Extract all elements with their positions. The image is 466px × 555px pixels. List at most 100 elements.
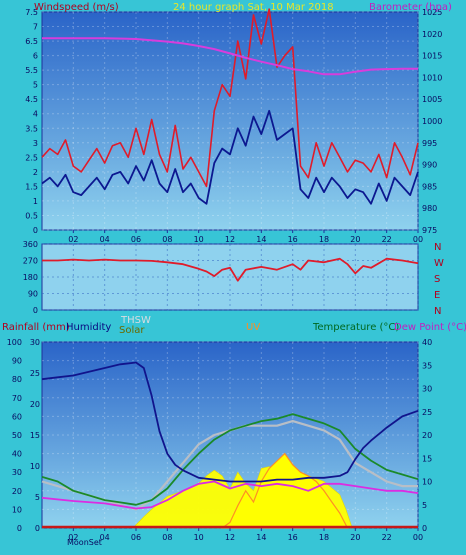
direction-label-w: W — [434, 258, 444, 269]
direction-y-tick-label: 360 — [23, 240, 38, 249]
climate-x-tick-label: 02 — [68, 533, 78, 542]
climate-x-tick-label: 06 — [131, 533, 141, 542]
moonset-label: MoonSet — [67, 538, 102, 547]
wind-plot-area — [41, 11, 419, 231]
series-thsw-line — [41, 420, 418, 511]
wind-x-tick-label: 16 — [288, 235, 298, 244]
humidity-y-tick-label: 100 — [7, 338, 22, 347]
wind-x-tick-label: 18 — [319, 235, 329, 244]
series-barometer-line — [42, 37, 418, 76]
humidity-y-tick-label: 70 — [12, 394, 22, 403]
wind-series — [41, 8, 419, 205]
wind-x-tick-label: 00 — [413, 235, 423, 244]
humidity-y-tick-label: 20 — [12, 487, 22, 496]
barometer-y-tick-label: 1010 — [422, 73, 442, 82]
temp-y-tick-label: 5 — [422, 501, 427, 510]
wind-y-tick-label: 0.5 — [25, 211, 38, 220]
barometer-y-tick-label: 995 — [422, 139, 437, 148]
uv-axis-label: UV — [246, 322, 260, 333]
solar-axis-label: Solar — [119, 325, 145, 336]
climate-series — [41, 361, 419, 529]
chart-title: 24 hour graph Sat, 10 Mar 2018 — [173, 2, 334, 13]
climate-solar-uv — [132, 452, 353, 529]
humidity-y-tick-label: 30 — [12, 468, 22, 477]
windspeed-axis-label: Windspeed (m/s) — [34, 2, 119, 13]
rain-y-tick-label: 25 — [30, 369, 40, 378]
climate-x-tick-label: 18 — [319, 533, 329, 542]
series-wind-avg-line — [41, 109, 419, 205]
temp-y-tick-label: 25 — [422, 408, 432, 417]
temp-y-tick-label: 15 — [422, 454, 432, 463]
wind-y-tick-label: 6.5 — [25, 37, 38, 46]
wind-y-tick-label: 4 — [33, 110, 38, 119]
climate-x-tick-label: 12 — [225, 533, 235, 542]
humidity-y-tick-label: 10 — [12, 505, 22, 514]
wind-y-tick-label: 1.5 — [25, 182, 38, 191]
direction-y-tick-label: 180 — [23, 273, 38, 282]
wind-y-tick-label: 5 — [33, 81, 38, 90]
direction-label-n-bottom: N — [434, 306, 441, 317]
wind-x-tick-label: 04 — [100, 235, 110, 244]
barometer-y-tick-label: 975 — [422, 226, 437, 235]
barometer-y-tick-label: 1005 — [422, 95, 442, 104]
rain-y-tick-label: 5 — [35, 493, 40, 502]
temp-y-tick-label: 30 — [422, 385, 432, 394]
temp-y-tick-label: 10 — [422, 478, 432, 487]
direction-ticks: 0 90 180 270 360 — [23, 240, 38, 315]
direction-label-s: S — [434, 274, 440, 285]
climate-x-tick-label: 16 — [288, 533, 298, 542]
temp-y-tick-label: 20 — [422, 431, 432, 440]
dewpoint-axis-label: Dew Point (°C) — [394, 322, 466, 333]
series-temperature-line — [41, 413, 419, 506]
wind-y-tick-label: 7 — [33, 23, 38, 32]
climate-x-tick-label: 08 — [162, 533, 172, 542]
wind-x-tick-label: 22 — [382, 235, 392, 244]
wind-ticks: 0 0.5 1 1.5 2 2.5 3 3.5 4 4.5 5 5.5 6 6.5 7 7.5 975 980 98… — [25, 8, 442, 244]
wind-y-tick-label: 2.5 — [25, 153, 38, 162]
wind-y-tick-label: 0 — [33, 226, 38, 235]
temperature-axis-label: Temperature (°C) — [312, 322, 399, 333]
direction-series — [42, 257, 419, 282]
wind-y-tick-label: 1 — [33, 197, 38, 206]
barometer-y-tick-label: 1000 — [422, 117, 442, 126]
humidity-y-tick-label: 80 — [12, 375, 22, 384]
wind-x-tick-label: 12 — [225, 235, 235, 244]
climate-ticks: 0102030405060708090100051015202530051015… — [7, 338, 432, 542]
thsw-axis-label: THSW — [120, 315, 151, 326]
barometer-y-tick-label: 1020 — [422, 30, 442, 39]
temp-y-tick-label: 0 — [422, 524, 427, 533]
humidity-y-tick-label: 90 — [12, 357, 22, 366]
barometer-axis-label: Barometer (hpa) — [369, 2, 452, 13]
wind-x-tick-label: 08 — [162, 235, 172, 244]
climate-x-tick-label: 04 — [100, 533, 110, 542]
rain-y-tick-label: 10 — [30, 462, 40, 471]
barometer-y-tick-label: 1015 — [422, 52, 442, 61]
barometer-y-tick-label: 1025 — [422, 8, 442, 17]
barometer-y-tick-label: 990 — [422, 161, 437, 170]
climate-x-tick-label: 14 — [256, 533, 266, 542]
series-gust-line — [41, 8, 419, 188]
rain-y-tick-label: 15 — [30, 431, 40, 440]
direction-label-n-top: N — [434, 242, 441, 253]
direction-y-tick-label: 270 — [23, 257, 38, 266]
series-uv-area — [220, 452, 349, 529]
wind-x-tick-label: 06 — [131, 235, 141, 244]
rain-y-tick-label: 30 — [30, 338, 40, 347]
humidity-y-tick-label: 0 — [17, 524, 22, 533]
climate-x-tick-label: 20 — [350, 533, 360, 542]
climate-x-tick-label: 00 — [413, 533, 423, 542]
wind-y-tick-label: 7.5 — [25, 8, 38, 17]
humidity-axis-label: Humidity — [66, 322, 111, 333]
wind-x-tick-label: 20 — [350, 235, 360, 244]
humidity-y-tick-label: 50 — [12, 431, 22, 440]
direction-y-tick-label: 0 — [33, 306, 38, 315]
rain-y-tick-label: 20 — [30, 400, 40, 409]
barometer-y-tick-label: 985 — [422, 182, 437, 191]
wind-x-tick-label: 14 — [256, 235, 266, 244]
series-dewpoint-line — [41, 480, 419, 510]
direction-y-tick-label: 90 — [28, 290, 38, 299]
temp-y-tick-label: 40 — [422, 338, 432, 347]
wind-y-tick-label: 6 — [33, 52, 38, 61]
